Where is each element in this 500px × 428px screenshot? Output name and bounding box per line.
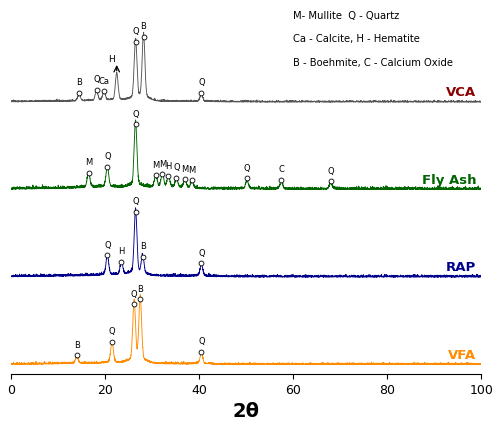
Text: B: B bbox=[140, 242, 145, 251]
Text: Q: Q bbox=[108, 327, 116, 336]
Text: B: B bbox=[74, 341, 80, 350]
Text: B: B bbox=[140, 22, 146, 31]
Text: RAP: RAP bbox=[446, 261, 476, 274]
Text: H: H bbox=[118, 247, 124, 256]
Text: B - Boehmite, C - Calcium Oxide: B - Boehmite, C - Calcium Oxide bbox=[293, 58, 453, 68]
Text: B: B bbox=[138, 285, 143, 294]
X-axis label: 2θ: 2θ bbox=[232, 402, 260, 421]
Text: Fly Ash: Fly Ash bbox=[422, 174, 476, 187]
Text: Q: Q bbox=[93, 75, 100, 84]
Text: Q: Q bbox=[104, 152, 110, 161]
Text: M- Mullite  Q - Quartz: M- Mullite Q - Quartz bbox=[293, 11, 400, 21]
Text: VFA: VFA bbox=[448, 348, 476, 362]
Text: M: M bbox=[188, 166, 196, 175]
Text: Q: Q bbox=[328, 166, 334, 175]
Text: Q: Q bbox=[131, 290, 138, 299]
Text: B: B bbox=[76, 78, 82, 87]
Text: M: M bbox=[182, 165, 188, 174]
Text: M: M bbox=[158, 160, 166, 169]
Text: Ca: Ca bbox=[98, 77, 110, 86]
Text: Q: Q bbox=[104, 241, 110, 250]
Text: H: H bbox=[108, 56, 114, 65]
Text: Q: Q bbox=[132, 110, 139, 119]
Text: M: M bbox=[152, 161, 160, 170]
Text: Q: Q bbox=[198, 249, 204, 258]
Text: M: M bbox=[85, 158, 92, 167]
Text: Q: Q bbox=[198, 337, 204, 346]
Text: H: H bbox=[166, 162, 172, 171]
Text: Q: Q bbox=[173, 163, 180, 172]
Text: Q: Q bbox=[132, 197, 139, 206]
Text: Ca - Calcite, H - Hematite: Ca - Calcite, H - Hematite bbox=[293, 35, 420, 45]
Text: C: C bbox=[278, 165, 284, 174]
Text: Q: Q bbox=[132, 27, 139, 36]
Text: Q: Q bbox=[198, 78, 204, 87]
Text: VCA: VCA bbox=[446, 86, 476, 99]
Text: Q: Q bbox=[244, 164, 250, 173]
